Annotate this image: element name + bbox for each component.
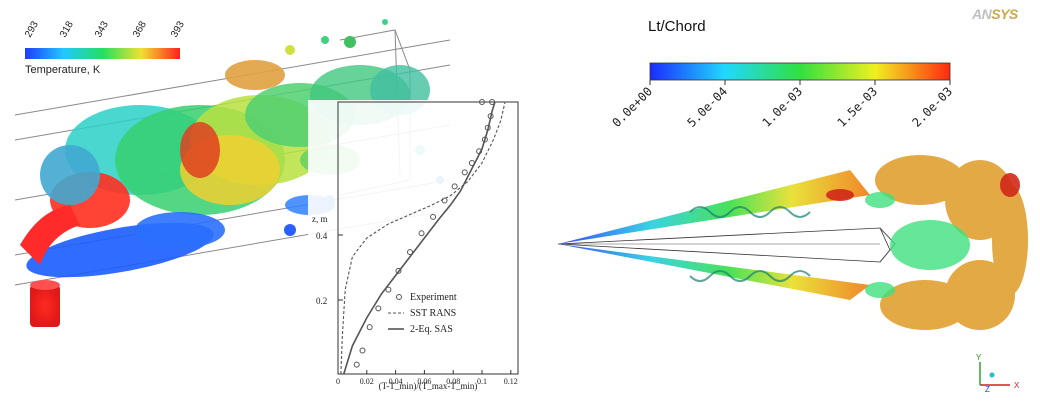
profile-chart-frame (337, 101, 519, 375)
lt-tick: 1.5e-03 (834, 84, 880, 130)
legend-sas-label: 2-Eq. SAS (410, 324, 453, 335)
profile-xtick-label: 0.1 (477, 377, 487, 386)
experiment-point (451, 183, 458, 190)
profile-xtick-label: 0.04 (389, 377, 403, 386)
profile-xtick-label: 0.08 (446, 377, 460, 386)
experiment-point (366, 324, 373, 331)
delta-wing (557, 155, 1028, 330)
temperature-colorbar: 293 318 343 368 393 Temperature, K (23, 19, 187, 76)
axis-z-label: Z (985, 385, 990, 394)
temperature-simulation-view: 293 318 343 368 393 Temperature, K z, m … (14, 19, 520, 395)
lt-tick: 0.0e+00 (609, 84, 655, 130)
experiment-point (479, 99, 485, 105)
temperature-tick: 368 (131, 19, 149, 39)
experiment-point (375, 305, 382, 312)
lt-tick: 2.0e-03 (909, 84, 955, 130)
lt-colorbar-title: Lt/Chord (648, 18, 706, 35)
profile-xtick-label: 0 (336, 377, 340, 386)
experiment-point (353, 361, 360, 368)
experiment-point (430, 213, 437, 220)
profile-xticks: 0 0.02 0.04 0.06 0.08 0.1 0.12 (336, 370, 518, 386)
experiment-point (385, 286, 392, 293)
profile-chart-ylabel: z, m (312, 214, 328, 224)
legend-sst-label: SST RANS (410, 308, 456, 319)
right-panel: Lt/Chord ANSYS (540, 0, 1040, 417)
temperature-colorbar-title: Temperature, K (25, 64, 101, 76)
profile-chart-xlabel: (T-T_min)/(T_max-T_min) (379, 381, 478, 391)
lt-tick: 5.0e-04 (684, 84, 730, 130)
profile-ytick: 0.2 (316, 296, 327, 306)
temperature-tick: 293 (23, 19, 41, 39)
experiment-point (395, 267, 402, 274)
profile-chart: z, m 0.2 0.4 0 0.02 0.04 0.06 0.08 0.1 0.12 (T… (308, 99, 520, 395)
legend-experiment-label: Experiment (410, 292, 457, 303)
lt-colorbar-gradient (649, 62, 951, 81)
delta-wing-view: 0.0e+00 5.0e-04 1.0e-03 1.5e-03 2.0e-03 (557, 62, 1028, 394)
temperature-colorbar-gradient (25, 48, 180, 59)
experiment-point (407, 249, 413, 256)
lt-tick: 1.0e-03 (759, 84, 805, 130)
temperature-tick: 318 (58, 19, 76, 39)
axis-triad: X Y Z (976, 353, 1020, 394)
profile-xtick-label: 0.02 (360, 377, 374, 386)
legend-experiment-marker (396, 294, 402, 300)
left-panel: 293 318 343 368 393 Temperature, K z, m … (14, 19, 520, 395)
experiment-point (418, 230, 425, 237)
axis-x-label: X (1014, 381, 1020, 390)
ansys-logo: ANSYS (972, 6, 1018, 22)
profile-xtick-label: 0.12 (504, 377, 518, 386)
profile-series (340, 99, 508, 375)
temperature-tick: 343 (93, 19, 111, 39)
sst-rans-line (340, 101, 508, 375)
sas-line (342, 101, 496, 375)
profile-xtick-label: 0.06 (417, 377, 431, 386)
profile-ytick: 0.4 (316, 231, 328, 241)
upper-vortex (558, 170, 870, 244)
axis-y-label: Y (976, 353, 982, 362)
lt-colorbar: 0.0e+00 5.0e-04 1.0e-03 1.5e-03 2.0e-03 (609, 62, 955, 130)
profile-legend: Experiment SST RANS 2-Eq. SAS (388, 292, 457, 335)
temperature-tick: 393 (169, 19, 187, 39)
experiment-point (359, 347, 366, 354)
experiment-point (461, 169, 468, 176)
